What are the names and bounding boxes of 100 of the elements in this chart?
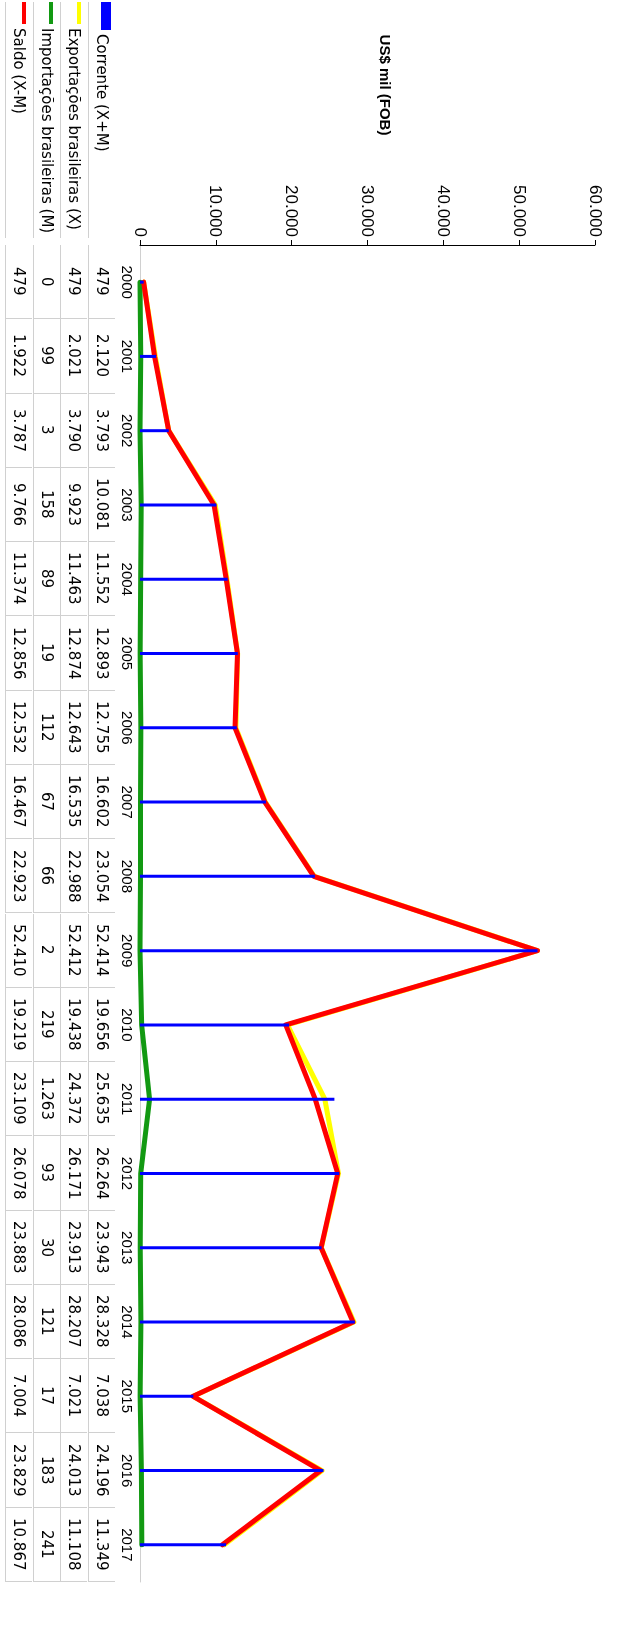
data-label: 22.988 — [60, 839, 87, 914]
data-label: 23.913 — [60, 1210, 87, 1285]
legend-label: Exportações brasileiras (X) — [60, 2, 87, 238]
data-label: 12.755 — [87, 690, 115, 765]
bar — [140, 1394, 194, 1398]
data-label: 22.923 — [5, 839, 32, 914]
data-label: 16.467 — [5, 764, 32, 840]
data-label: 11.374 — [5, 542, 32, 617]
data-label: 241 — [32, 1507, 60, 1582]
x-tick-label: 0 — [130, 227, 150, 237]
y-tick-label: 2003 — [119, 488, 136, 522]
bar — [140, 1097, 335, 1101]
bar — [140, 1320, 355, 1324]
bar — [140, 874, 315, 878]
data-label: 28.086 — [5, 1284, 32, 1360]
data-label: 99 — [32, 319, 60, 394]
y-tick-label: 2004 — [119, 562, 136, 596]
y-tick-label: 2016 — [119, 1453, 136, 1488]
y-tick-label: 2014 — [119, 1305, 136, 1339]
x-tick-label: 20.000 — [282, 185, 302, 237]
x-tick-label: 50.000 — [509, 185, 529, 237]
data-label: 12.856 — [5, 616, 32, 691]
data-label: 9.923 — [60, 467, 87, 543]
x-tick-label: 10.000 — [206, 185, 226, 237]
y-tick-label: 2010 — [119, 1008, 136, 1042]
data-label: 28.207 — [60, 1284, 87, 1360]
data-label: 24.196 — [87, 1433, 115, 1508]
x-tick-label: 40.000 — [433, 185, 453, 237]
data-label: 25.635 — [87, 1062, 115, 1137]
bar — [140, 800, 266, 804]
data-label: 23.054 — [87, 839, 115, 914]
data-label: 19.438 — [60, 987, 87, 1063]
bar — [140, 1469, 324, 1473]
data-label: 479 — [87, 245, 115, 320]
data-label: 16.602 — [87, 764, 115, 840]
data-label: 28.328 — [87, 1284, 115, 1360]
data-label: 52.414 — [87, 913, 115, 988]
bar — [140, 1023, 290, 1027]
data-label: 7.021 — [60, 1359, 87, 1434]
y-tick-label: 2013 — [119, 1231, 136, 1265]
y-tick-label: 2015 — [119, 1379, 136, 1413]
data-label: 2.120 — [87, 319, 115, 394]
y-tick-label: 2007 — [119, 785, 136, 819]
data-label: 11.349 — [87, 1507, 115, 1582]
y-tick-label: 2008 — [119, 859, 136, 894]
data-label: 12.874 — [60, 616, 87, 691]
data-label: 3.793 — [87, 393, 115, 468]
data-label: 23.883 — [5, 1210, 32, 1285]
y-tick-label: 2001 — [119, 339, 136, 374]
bar — [140, 503, 217, 507]
data-label: 479 — [60, 245, 87, 320]
data-label: 89 — [32, 542, 60, 617]
data-label: 3.790 — [60, 393, 87, 468]
data-label: 12.893 — [87, 616, 115, 691]
data-label: 12.532 — [5, 690, 32, 765]
y-tick-label: 2005 — [119, 636, 136, 671]
bar — [140, 429, 169, 433]
y-tick-label: 2002 — [119, 414, 136, 448]
data-label: 3.787 — [5, 393, 32, 468]
data-label: 23.943 — [87, 1210, 115, 1285]
y-tick-label: 2012 — [119, 1156, 136, 1191]
bar — [140, 354, 157, 358]
bar — [140, 1246, 322, 1250]
y-tick-label: 2009 — [119, 933, 136, 968]
data-label: 2 — [32, 913, 60, 988]
data-label: 67 — [32, 764, 60, 840]
data-label: 1.922 — [5, 319, 32, 394]
data-label: 30 — [32, 1210, 60, 1285]
data-label: 66 — [32, 839, 60, 914]
bar — [140, 1171, 340, 1175]
data-label: 23.109 — [5, 1062, 32, 1137]
data-label: 219 — [32, 987, 60, 1063]
data-label: 12.643 — [60, 690, 87, 765]
data-label: 2.021 — [60, 319, 87, 394]
bar — [140, 949, 538, 953]
data-label: 1.263 — [32, 1062, 60, 1137]
data-label: 19 — [32, 616, 60, 691]
legend-label: Importações brasileiras (M) — [32, 2, 60, 238]
bar — [140, 1543, 227, 1547]
data-label: 23.829 — [5, 1433, 32, 1508]
data-label: 26.171 — [60, 1136, 87, 1211]
data-label: 479 — [5, 245, 32, 320]
data-label: 7.038 — [87, 1359, 115, 1434]
data-label: 26.078 — [5, 1136, 32, 1211]
bar — [140, 577, 228, 581]
data-label: 52.410 — [5, 913, 32, 988]
data-label: 3 — [32, 393, 60, 468]
bar — [140, 652, 238, 656]
data-label: 9.766 — [5, 467, 32, 543]
data-label: 121 — [32, 1284, 60, 1360]
data-label: 0 — [32, 245, 60, 320]
data-label: 52.412 — [60, 913, 87, 988]
data-label: 11.463 — [60, 542, 87, 617]
data-label: 24.372 — [60, 1062, 87, 1137]
y-tick-label: 2000 — [119, 265, 136, 299]
data-label: 10.081 — [87, 467, 115, 543]
data-label: 11.552 — [87, 542, 115, 617]
x-tick-label: 30.000 — [358, 185, 377, 237]
data-label: 19.656 — [87, 987, 115, 1063]
data-label: 24.013 — [60, 1433, 87, 1508]
